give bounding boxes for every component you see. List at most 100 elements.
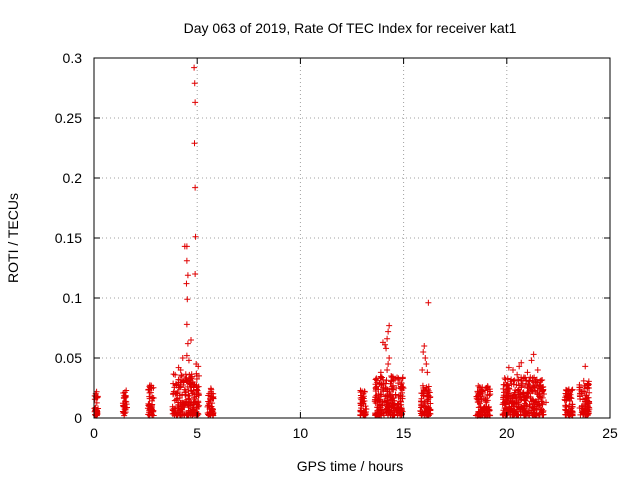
data-point [420, 349, 427, 355]
data-point [387, 391, 394, 398]
data-point [509, 411, 516, 418]
data-point [475, 392, 482, 399]
data-point [377, 369, 384, 376]
data-point [384, 396, 391, 403]
data-point [565, 411, 572, 418]
data-point [504, 390, 511, 397]
data-point [534, 367, 541, 373]
data-point [189, 412, 196, 419]
data-point [510, 403, 517, 410]
data-point [375, 391, 382, 398]
data-point [474, 398, 481, 405]
data-point [382, 399, 389, 406]
data-point [526, 377, 533, 384]
data-point [177, 383, 184, 390]
data-point [188, 373, 195, 380]
data-point [188, 337, 195, 343]
data-point [122, 398, 129, 405]
data-point [477, 404, 484, 411]
data-point [576, 381, 583, 388]
data-point [193, 361, 200, 367]
data-point [532, 378, 539, 385]
data-point [536, 402, 543, 409]
data-point [505, 393, 512, 400]
data-point [562, 397, 569, 404]
data-point [424, 369, 431, 376]
data-point [539, 401, 546, 408]
data-point [525, 390, 532, 397]
data-point [427, 407, 434, 414]
data-point [195, 392, 202, 399]
data-point [524, 369, 531, 376]
x-tick-label: 5 [193, 425, 201, 441]
data-point [391, 397, 398, 404]
data-point [582, 411, 589, 418]
data-point [378, 391, 385, 398]
data-point [183, 321, 190, 328]
data-point [569, 409, 576, 416]
data-point [150, 412, 157, 419]
data-point [418, 390, 425, 397]
data-point [191, 140, 198, 147]
y-axis-label: ROTI / TECUs [5, 193, 21, 283]
data-point [532, 388, 539, 395]
y-tick-label: 0.2 [63, 170, 83, 186]
data-point [177, 367, 184, 373]
data-point [503, 412, 510, 419]
data-point [566, 394, 573, 401]
data-point [521, 402, 528, 409]
data-point [582, 363, 589, 370]
data-point [527, 374, 534, 381]
data-point [397, 385, 404, 392]
data-point [380, 385, 387, 392]
data-point [386, 388, 393, 395]
data-point [377, 399, 384, 406]
data-point [390, 404, 397, 411]
data-point [178, 373, 185, 380]
data-point [183, 257, 190, 264]
grid-lines [94, 58, 610, 418]
data-point [385, 361, 392, 367]
data-point [478, 393, 485, 400]
data-point [385, 409, 392, 416]
data-point [372, 384, 379, 391]
data-point [363, 406, 370, 413]
data-point [189, 390, 196, 397]
data-point [181, 404, 188, 411]
data-point [502, 401, 509, 408]
x-tick-label: 10 [293, 425, 309, 441]
data-point [183, 243, 190, 250]
data-point [193, 404, 200, 411]
data-point [208, 386, 215, 393]
data-point [507, 378, 514, 385]
data-point [186, 403, 193, 410]
data-point [584, 394, 591, 401]
data-point [180, 377, 187, 384]
y-tick-label: 0.3 [63, 50, 83, 66]
data-point [427, 400, 434, 407]
data-point [169, 406, 176, 413]
data-point [386, 355, 393, 361]
data-point [515, 376, 522, 383]
data-point [425, 299, 432, 306]
data-point [568, 405, 575, 412]
data-point [384, 335, 391, 342]
data-point [517, 405, 524, 412]
data-point [361, 388, 368, 395]
data-point [146, 389, 153, 396]
data-point [420, 403, 427, 410]
data-point [181, 386, 188, 393]
data-point [527, 403, 534, 410]
data-point [375, 409, 382, 416]
data-point [486, 386, 493, 393]
data-point [394, 406, 401, 413]
data-point [181, 398, 188, 405]
data-point [377, 412, 384, 419]
data-point [184, 272, 191, 279]
data-point [511, 399, 518, 406]
data-point [177, 376, 184, 383]
x-axis-label: GPS time / hours [297, 458, 404, 474]
data-point [486, 392, 493, 399]
data-point [531, 407, 538, 414]
data-point [514, 371, 521, 378]
